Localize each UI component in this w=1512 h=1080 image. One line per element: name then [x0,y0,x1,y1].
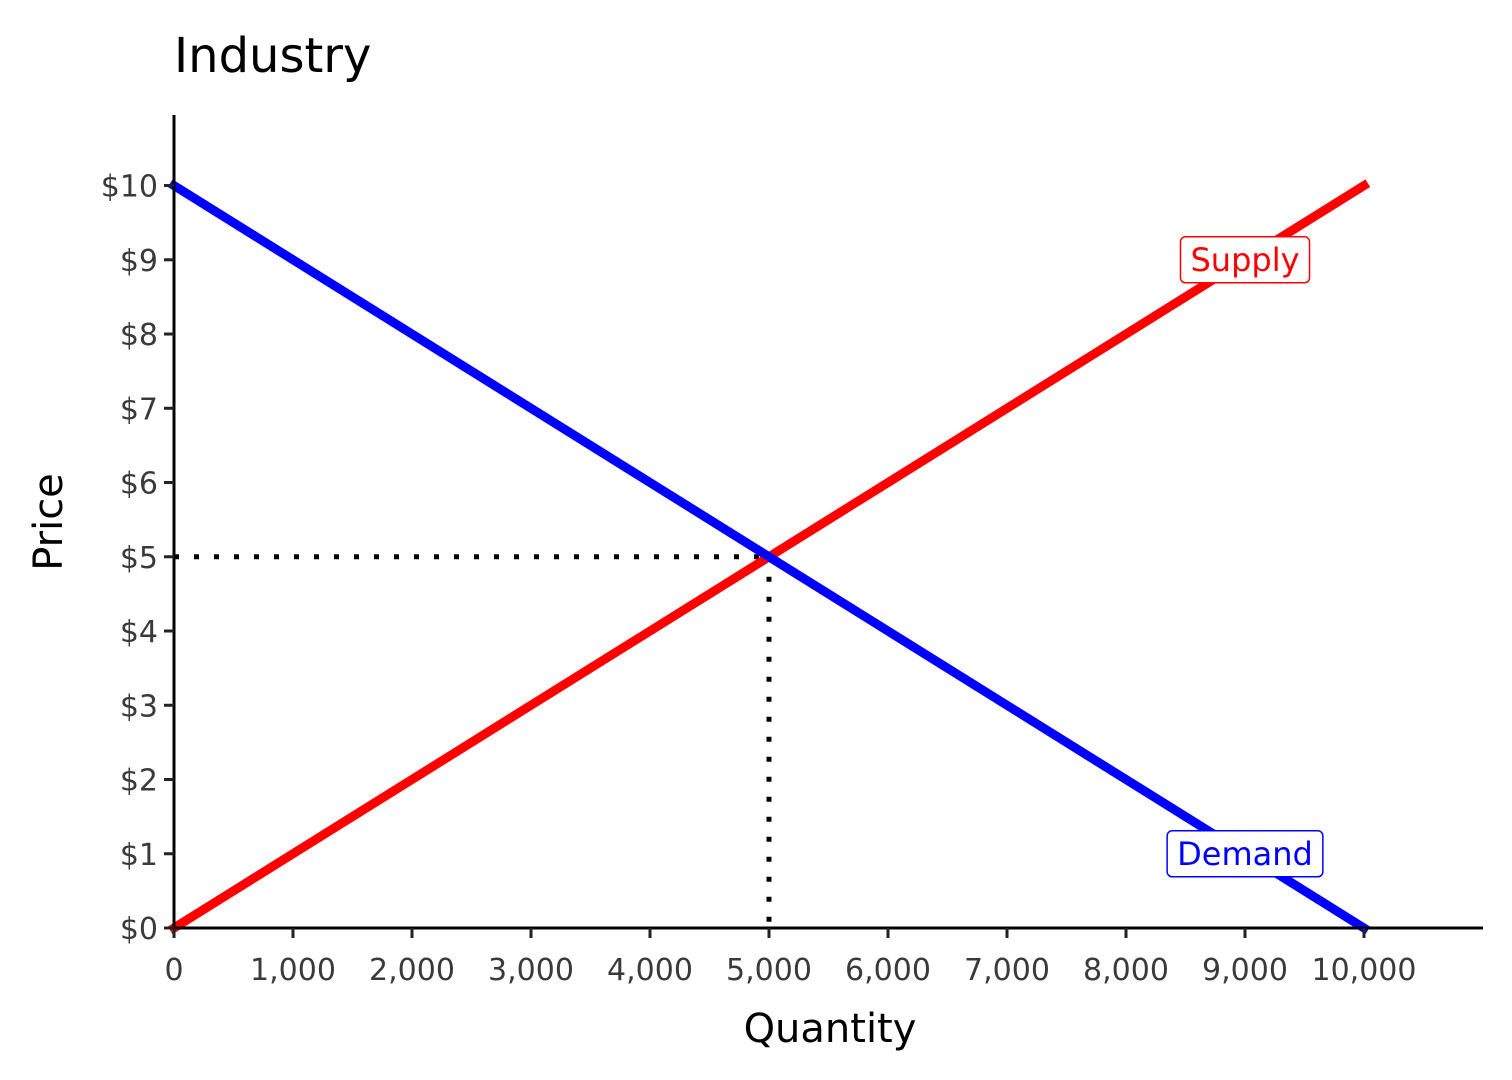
y-tick-label: $0 [120,912,158,947]
y-tick-label: $10 [101,170,158,205]
x-tick-label: 2,000 [369,953,455,988]
y-axis-title: Price [26,473,72,571]
x-tick-label: 3,000 [488,953,574,988]
x-tick-label: 10,000 [1312,953,1417,988]
y-tick-label: $5 [120,541,158,576]
x-tick-label: 4,000 [607,953,693,988]
demand-label-box [1166,830,1324,878]
supply-label-box [1179,236,1311,284]
y-tick-label: $1 [120,838,158,873]
demand-label-text: Demand [1177,835,1313,873]
axes [172,115,1483,930]
demand-label: Demand [1166,830,1324,878]
x-tick-label: 5,000 [726,953,812,988]
y-tick-label: $3 [120,689,158,724]
y-tick-label: $8 [120,318,158,353]
x-axis-title: Quantity [744,1006,917,1052]
supply-label: Supply [1179,236,1311,284]
x-tick-label: 7,000 [964,953,1050,988]
curve-labels: Supply Demand [1166,236,1324,878]
ticks: $0 $1 $2 $3 $4 $5 $6 $7 $8 $9 $10 0 1,000 2,000 3,000 4… [101,170,1417,988]
y-tick-label: $6 [120,467,158,502]
demand-curve [167,179,1371,935]
x-tick-label: 6,000 [845,953,931,988]
y-tick-label: $2 [120,764,158,799]
x-tick-label: 9,000 [1202,953,1288,988]
y-tick-label: $4 [120,615,158,650]
y-tick-label: $7 [120,392,158,427]
y-tick-label: $9 [120,244,158,279]
x-tick-label: 8,000 [1083,953,1169,988]
x-tick-label: 1,000 [250,953,336,988]
supply-label-text: Supply [1190,241,1299,279]
chart-title: Industry [174,28,371,84]
x-tick-label: 0 [164,953,183,988]
equilibrium-guides [174,554,772,928]
curves [167,179,1371,935]
